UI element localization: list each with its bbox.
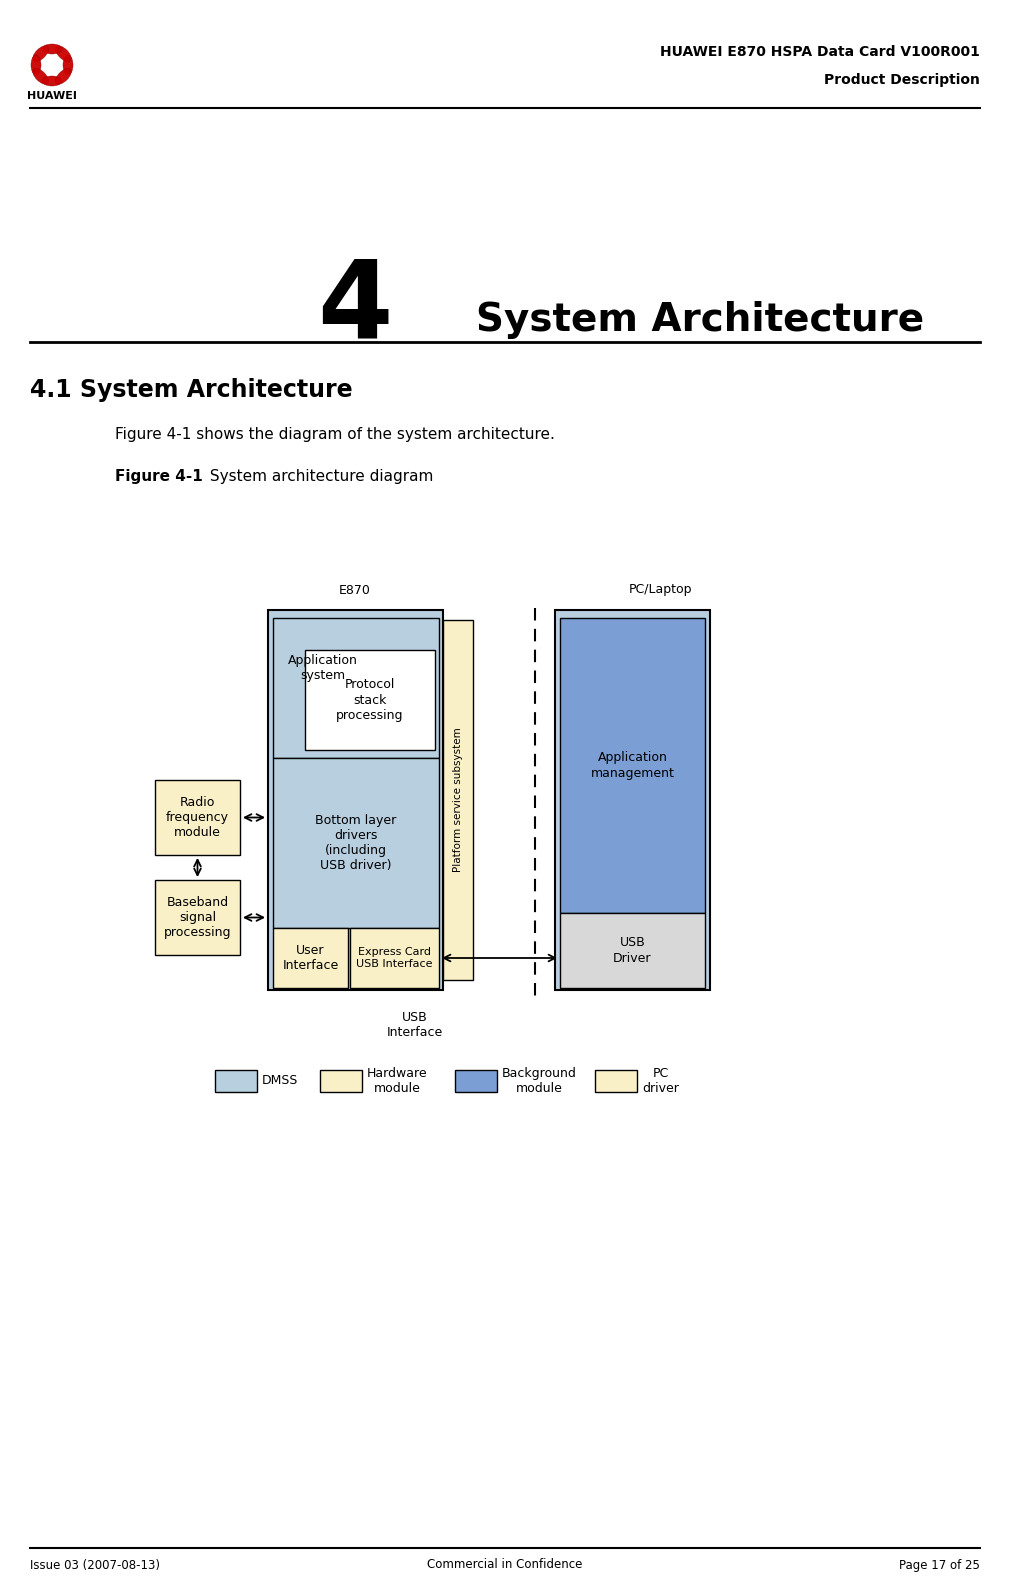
Ellipse shape — [32, 46, 48, 62]
Ellipse shape — [31, 55, 41, 74]
Text: Express Card
USB Interface: Express Card USB Interface — [357, 947, 432, 969]
Bar — [273, 757, 439, 928]
Text: Application
system: Application system — [288, 655, 358, 681]
Text: HUAWEI E870 HSPA Data Card V100R001: HUAWEI E870 HSPA Data Card V100R001 — [661, 44, 980, 58]
Bar — [560, 618, 705, 912]
Text: Protocol
stack
processing: Protocol stack processing — [336, 678, 404, 721]
Bar — [273, 618, 439, 757]
Bar — [273, 928, 348, 988]
Text: User
Interface: User Interface — [283, 944, 338, 972]
Bar — [155, 779, 240, 855]
Bar — [560, 912, 705, 988]
Bar — [556, 610, 710, 990]
Bar — [320, 1070, 362, 1092]
Text: Radio
frequency
module: Radio frequency module — [166, 795, 229, 840]
Text: System architecture diagram: System architecture diagram — [205, 470, 433, 484]
Ellipse shape — [56, 68, 72, 84]
Text: E870: E870 — [339, 583, 371, 596]
Text: Platform service subsystem: Platform service subsystem — [453, 727, 463, 873]
Text: USB
Driver: USB Driver — [613, 936, 651, 964]
Ellipse shape — [42, 44, 62, 54]
Text: PC
driver: PC driver — [642, 1067, 679, 1096]
Bar — [350, 928, 439, 988]
Bar — [268, 610, 443, 990]
Bar — [443, 620, 473, 980]
Text: USB
Interface: USB Interface — [387, 1010, 443, 1039]
Text: Figure 4-1: Figure 4-1 — [115, 470, 203, 484]
Text: 4.1 System Architecture: 4.1 System Architecture — [30, 378, 352, 402]
Text: Baseband
signal
processing: Baseband signal processing — [164, 896, 231, 939]
Text: DMSS: DMSS — [262, 1075, 298, 1088]
Text: PC/Laptop: PC/Laptop — [628, 583, 692, 596]
Ellipse shape — [63, 55, 73, 74]
Text: Issue 03 (2007-08-13): Issue 03 (2007-08-13) — [30, 1559, 160, 1572]
Ellipse shape — [42, 76, 62, 85]
Text: System Architecture: System Architecture — [476, 300, 924, 338]
Text: Figure 4-1 shows the diagram of the system architecture.: Figure 4-1 shows the diagram of the syst… — [115, 427, 554, 443]
Bar — [215, 1070, 257, 1092]
Text: Hardware
module: Hardware module — [367, 1067, 427, 1096]
Ellipse shape — [32, 68, 48, 84]
Text: Product Description: Product Description — [824, 73, 980, 87]
Bar — [155, 881, 240, 955]
Text: Bottom layer
drivers
(including
USB driver): Bottom layer drivers (including USB driv… — [315, 814, 397, 873]
Bar — [305, 650, 435, 749]
Text: Commercial in Confidence: Commercial in Confidence — [427, 1559, 583, 1572]
Text: Page 17 of 25: Page 17 of 25 — [899, 1559, 980, 1572]
Bar — [595, 1070, 637, 1092]
Ellipse shape — [56, 46, 72, 62]
Text: Background
module: Background module — [502, 1067, 577, 1096]
Text: 4: 4 — [317, 255, 393, 360]
Text: Application
management: Application management — [591, 751, 675, 779]
Text: HUAWEI: HUAWEI — [27, 92, 77, 101]
Bar — [454, 1070, 497, 1092]
